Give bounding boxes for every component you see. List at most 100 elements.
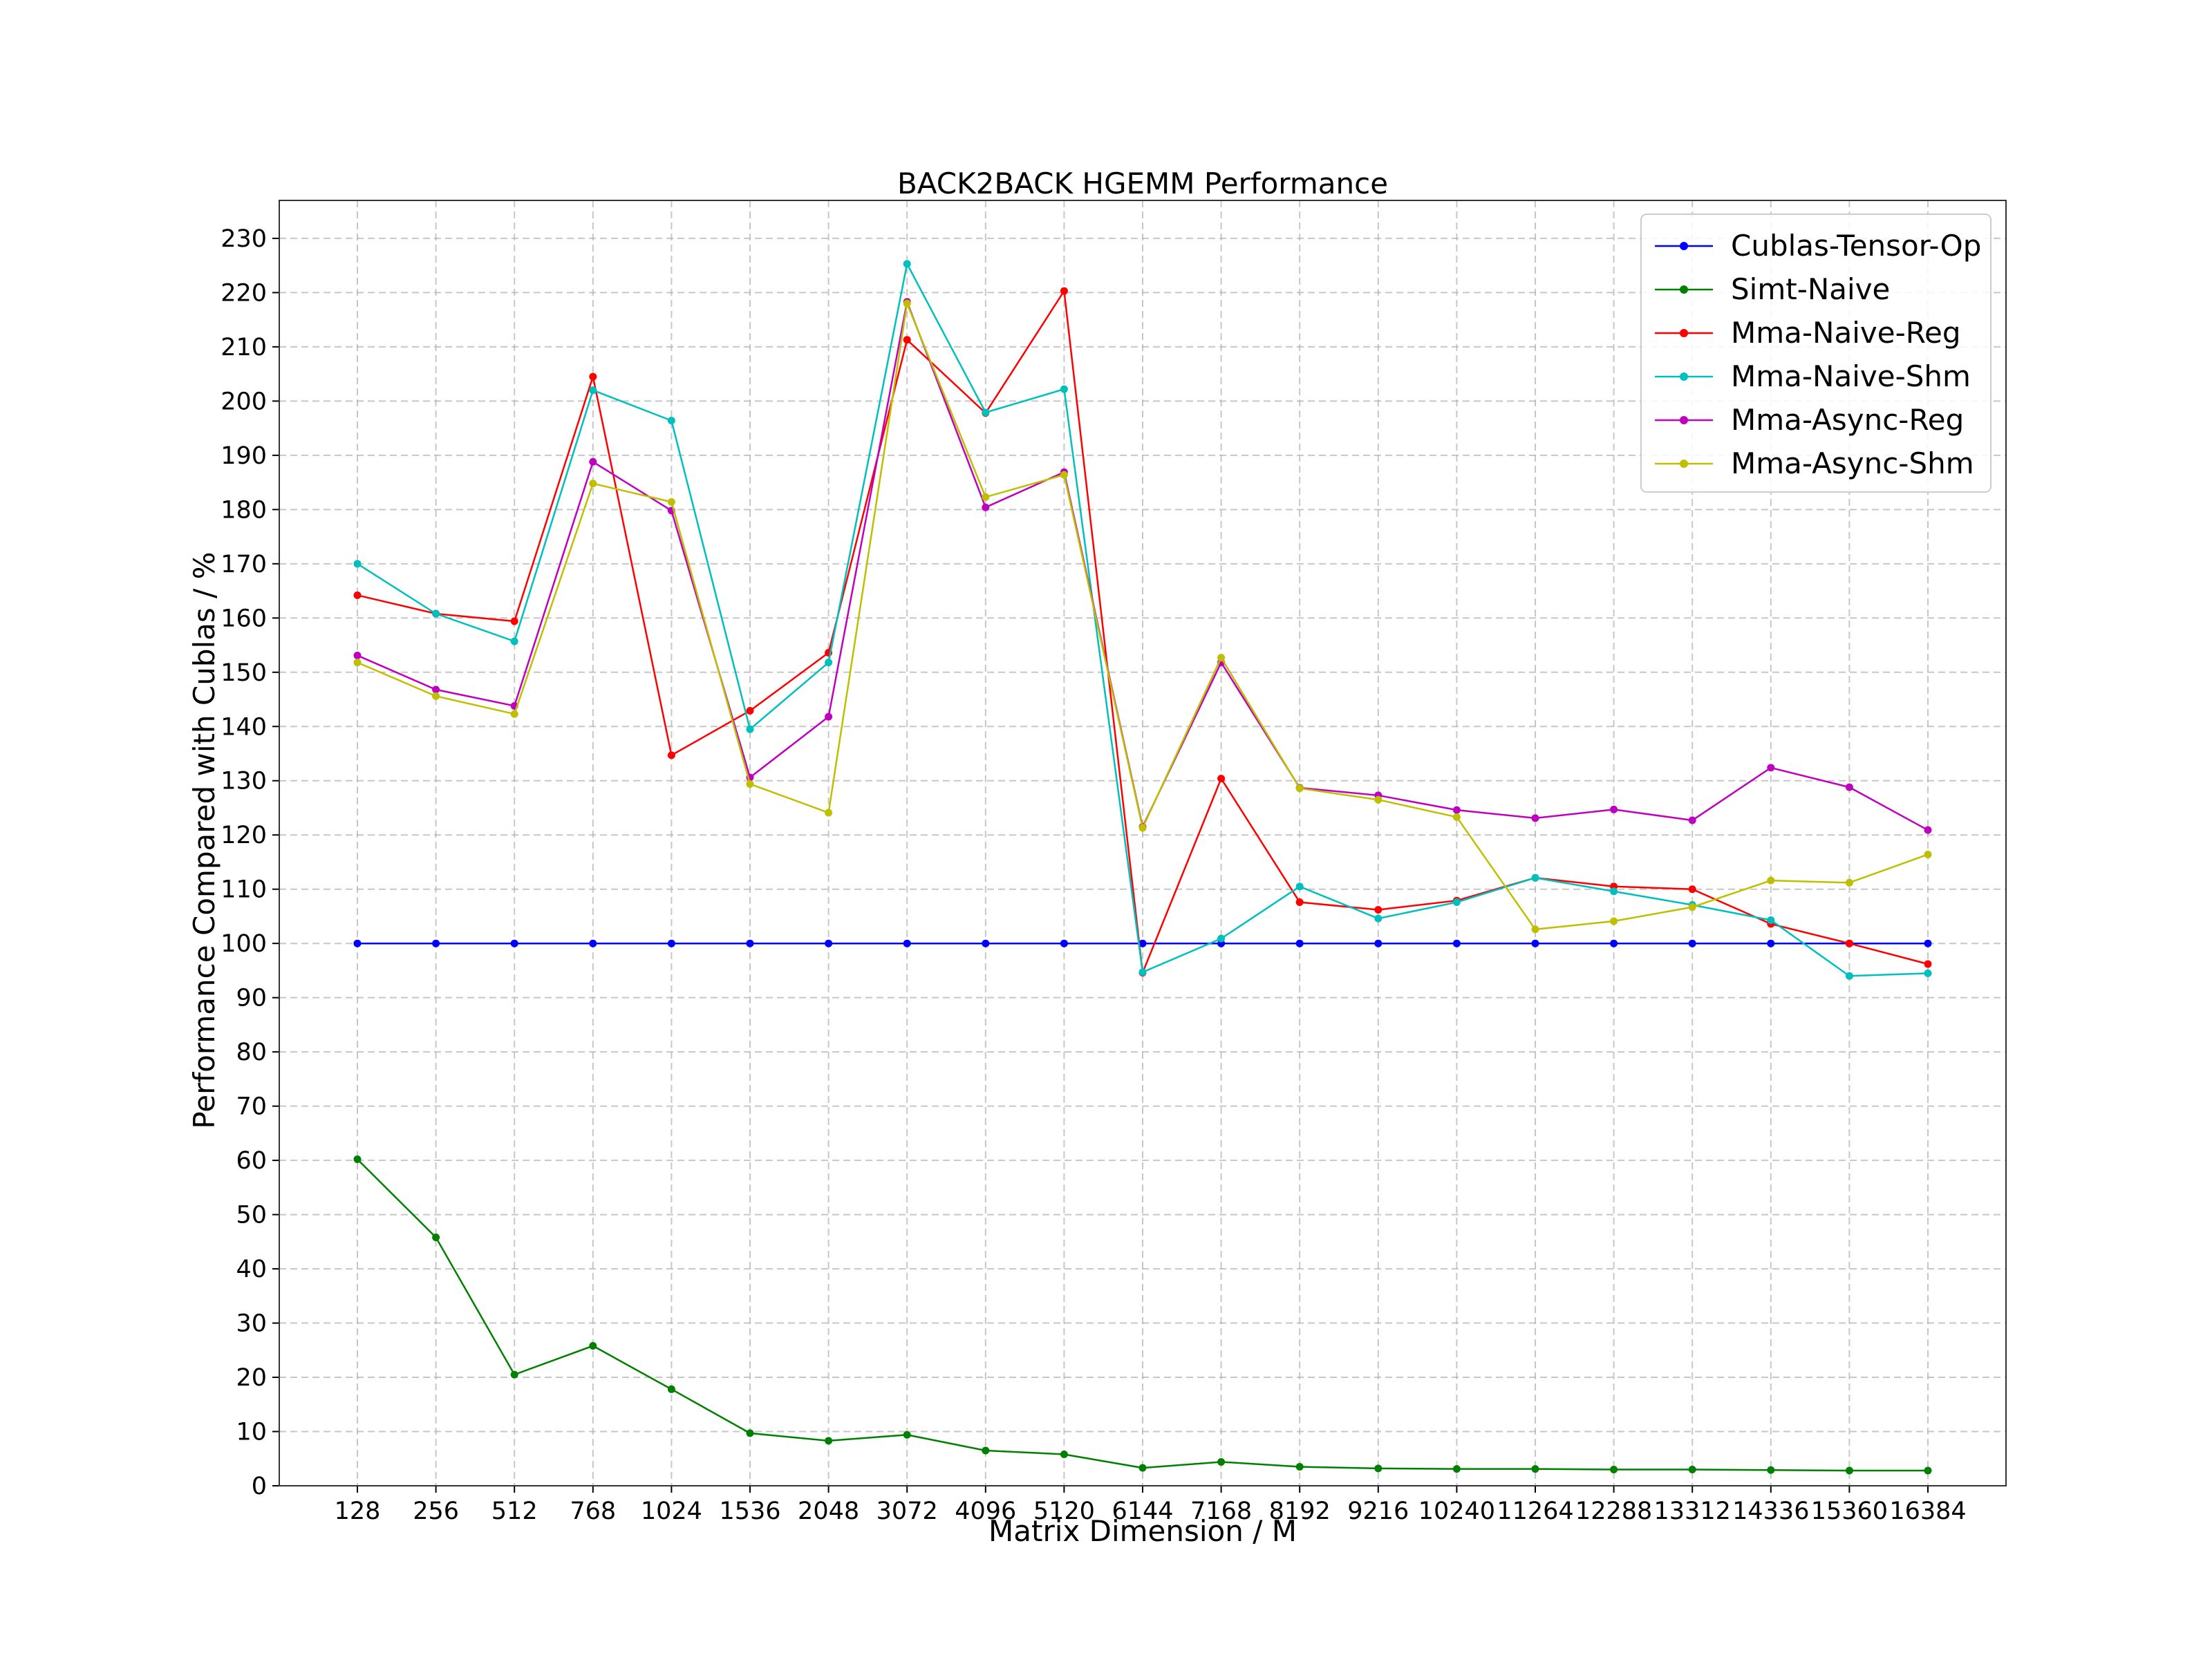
- legend-item: Mma-Async-Shm: [1655, 446, 1974, 480]
- data-point: [1138, 1464, 1147, 1472]
- y-tick-label: 210: [221, 334, 267, 361]
- legend-marker: [1680, 242, 1688, 250]
- data-point: [1688, 939, 1696, 947]
- data-point: [667, 417, 675, 425]
- data-point: [1924, 960, 1932, 968]
- data-point: [903, 1430, 911, 1439]
- data-point: [432, 1234, 440, 1242]
- data-point: [1217, 775, 1226, 783]
- data-point: [1531, 874, 1539, 882]
- chart-title: BACK2BACK HGEMM Performance: [897, 167, 1388, 200]
- data-point: [1295, 784, 1304, 793]
- data-point: [1060, 287, 1068, 295]
- data-point: [1452, 1465, 1461, 1473]
- legend-marker: [1680, 329, 1688, 337]
- x-tick-label: 768: [570, 1498, 616, 1525]
- data-point: [510, 939, 518, 947]
- data-point: [353, 591, 362, 599]
- y-axis-ticks: 0 10 20 30 40 50 60 70 80 90 100 110 120 130 140 150 160…: [221, 225, 279, 1500]
- data-point: [1688, 1465, 1696, 1473]
- legend-label: Mma-Naive-Reg: [1731, 316, 1961, 350]
- y-tick-label: 190: [221, 442, 267, 470]
- y-tick-label: 130: [221, 768, 267, 795]
- data-point: [1610, 1465, 1618, 1473]
- data-point: [353, 659, 362, 667]
- x-tick-label: 11264: [1497, 1498, 1573, 1525]
- data-point: [1688, 885, 1696, 894]
- legend-label: Mma-Async-Reg: [1731, 403, 1964, 437]
- data-point: [1060, 939, 1068, 947]
- data-point: [982, 939, 990, 947]
- y-tick-label: 60: [236, 1147, 267, 1175]
- data-point: [825, 1437, 833, 1445]
- legend: Cublas-Tensor-Op Simt-Naive Mma-Naive-Reg M…: [1640, 214, 1991, 493]
- series-mma-naive-shm: [353, 260, 1932, 980]
- x-tick-label: 12288: [1575, 1498, 1652, 1525]
- data-point: [825, 809, 833, 817]
- y-tick-label: 160: [221, 605, 267, 632]
- y-axis-title: Performance Compared with Cublas / %: [187, 551, 221, 1129]
- x-tick-label: 7168: [1190, 1498, 1252, 1525]
- data-point: [1767, 916, 1775, 924]
- legend-marker: [1680, 372, 1688, 381]
- y-tick-label: 90: [236, 985, 267, 1012]
- x-tick-label: 15360: [1811, 1498, 1888, 1525]
- data-point: [432, 692, 440, 700]
- x-tick-label: 256: [413, 1498, 459, 1525]
- data-point: [1374, 795, 1382, 804]
- x-tick-label: 14336: [1732, 1498, 1809, 1525]
- data-point: [1767, 876, 1775, 885]
- data-point: [746, 939, 754, 947]
- data-point: [1452, 813, 1461, 821]
- legend-label: Mma-Async-Shm: [1731, 446, 1974, 480]
- data-point: [353, 1155, 362, 1164]
- x-tick-label: 10240: [1418, 1498, 1495, 1525]
- data-point: [825, 939, 833, 947]
- data-point: [1845, 939, 1853, 947]
- y-tick-label: 200: [221, 388, 267, 415]
- data-point: [1374, 914, 1382, 923]
- data-point: [1688, 903, 1696, 912]
- x-axis-ticks: 128 256 512 768 1024 1536 2048 3072 4096 5120 6144…: [335, 1486, 1967, 1525]
- y-tick-label: 170: [221, 551, 267, 578]
- x-tick-label: 2048: [798, 1498, 859, 1525]
- data-point: [589, 939, 597, 947]
- data-point: [589, 480, 597, 488]
- x-axis-title: Matrix Dimension / M: [988, 1514, 1297, 1548]
- series-line: [357, 1158, 1928, 1472]
- data-point: [667, 939, 675, 947]
- series-lines: [353, 260, 1932, 1475]
- data-point: [1610, 805, 1618, 813]
- x-tick-label: 4096: [955, 1498, 1016, 1525]
- x-tick-label: 128: [335, 1498, 381, 1525]
- data-point: [825, 659, 833, 667]
- legend-label: Mma-Naive-Shm: [1731, 359, 1971, 393]
- data-point: [1295, 898, 1304, 907]
- data-point: [1452, 806, 1461, 814]
- data-point: [1060, 471, 1068, 479]
- legend-item: Simt-Naive: [1655, 272, 1890, 306]
- y-tick-label: 20: [236, 1364, 267, 1392]
- data-point: [903, 299, 911, 308]
- data-point: [1924, 939, 1932, 947]
- data-point: [667, 498, 675, 506]
- data-point: [1217, 934, 1226, 943]
- y-tick-label: 70: [236, 1093, 267, 1121]
- data-point: [1610, 939, 1618, 947]
- series-cublas-tensor-op: [353, 939, 1932, 947]
- x-tick-label: 8192: [1269, 1498, 1331, 1525]
- data-point: [1531, 1465, 1539, 1473]
- data-point: [510, 637, 518, 645]
- x-tick-label: 1536: [719, 1498, 780, 1525]
- data-point: [1845, 1466, 1853, 1475]
- plot-area-frame: [279, 200, 2007, 1486]
- data-point: [1767, 1466, 1775, 1474]
- data-point: [589, 457, 597, 466]
- x-tick-label: 16384: [1889, 1498, 1966, 1525]
- data-point: [589, 1342, 597, 1350]
- y-tick-label: 110: [221, 876, 267, 904]
- series-mma-async-shm: [353, 299, 1932, 934]
- x-tick-label: 9216: [1347, 1498, 1409, 1525]
- x-tick-label: 1024: [641, 1498, 702, 1525]
